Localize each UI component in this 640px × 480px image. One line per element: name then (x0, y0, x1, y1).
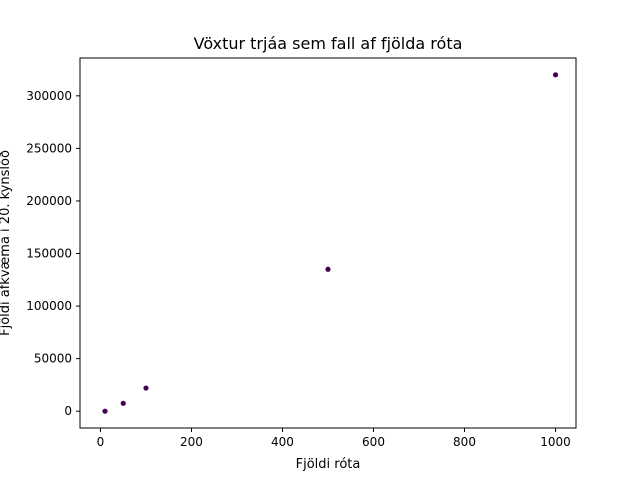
plot-area (79, 57, 577, 429)
y-tick-label: 250000 (26, 141, 72, 155)
y-axis-label: Fjöldi afkvæma í 20. kynslóð (0, 150, 13, 336)
x-tick-label: 800 (453, 435, 476, 449)
y-tick-label: 200000 (26, 194, 72, 208)
chart-title: Vöxtur trjáa sem fall af fjölda róta (194, 34, 463, 53)
x-axis-ticks: 0 200 400 600 800 1000 (97, 428, 571, 449)
y-tick-label: 150000 (26, 247, 72, 261)
data-point (325, 266, 331, 272)
x-tick-label: 400 (271, 435, 294, 449)
y-axis-ticks: 0 50000 100000 150000 200000 250000 300000 (26, 89, 80, 418)
data-point (143, 385, 149, 391)
data-point (120, 400, 126, 406)
x-tick-label: 200 (180, 435, 203, 449)
y-tick-label: 100000 (26, 299, 72, 313)
data-point (552, 72, 559, 78)
y-tick-label: 300000 (26, 89, 72, 103)
x-axis-label: Fjöldi róta (296, 457, 361, 472)
y-tick-label: 50000 (34, 352, 72, 366)
x-tick-label: 1000 (540, 435, 571, 449)
x-tick-label: 600 (362, 435, 385, 449)
x-tick-label: 0 (97, 435, 105, 449)
y-tick-label: 0 (64, 404, 72, 418)
data-point (102, 408, 108, 414)
data-points (102, 72, 559, 414)
